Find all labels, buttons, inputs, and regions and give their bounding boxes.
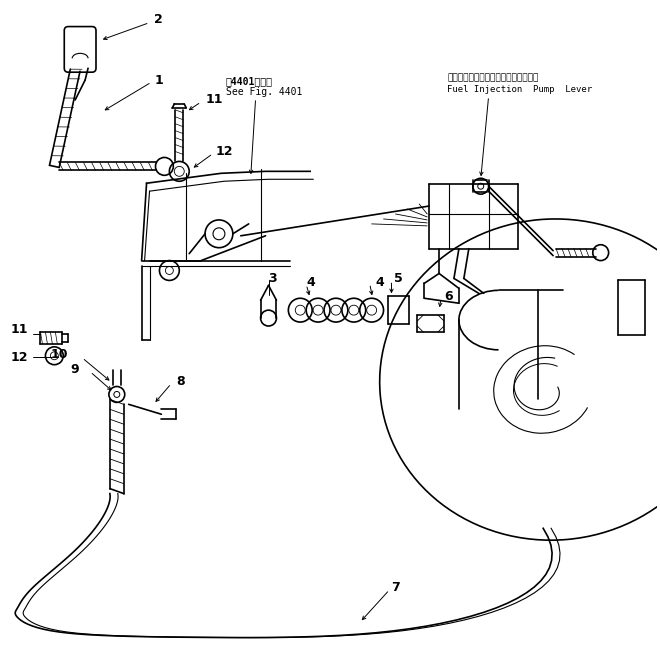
Text: Fuel Injection  Pump  Lever: Fuel Injection Pump Lever xyxy=(447,85,592,94)
Text: See Fig. 4401: See Fig. 4401 xyxy=(226,87,302,97)
Text: 11: 11 xyxy=(11,323,28,336)
Text: 2: 2 xyxy=(154,13,163,26)
Text: 笥4401回参照: 笥4401回参照 xyxy=(226,76,273,86)
Text: 5: 5 xyxy=(395,272,403,285)
Text: フェルインジェクションポンプレバー: フェルインジェクションポンプレバー xyxy=(447,73,539,82)
Text: 7: 7 xyxy=(391,581,400,595)
Text: 4: 4 xyxy=(306,276,315,289)
Text: 12: 12 xyxy=(216,145,234,158)
Text: 11: 11 xyxy=(206,93,224,106)
Text: 6: 6 xyxy=(444,290,453,303)
Text: 3: 3 xyxy=(269,272,277,285)
Text: 10: 10 xyxy=(50,348,68,361)
Text: 4: 4 xyxy=(376,276,384,289)
Text: 12: 12 xyxy=(11,351,28,364)
Text: 1: 1 xyxy=(154,74,163,87)
Text: 8: 8 xyxy=(176,375,185,388)
Text: 9: 9 xyxy=(70,363,79,376)
